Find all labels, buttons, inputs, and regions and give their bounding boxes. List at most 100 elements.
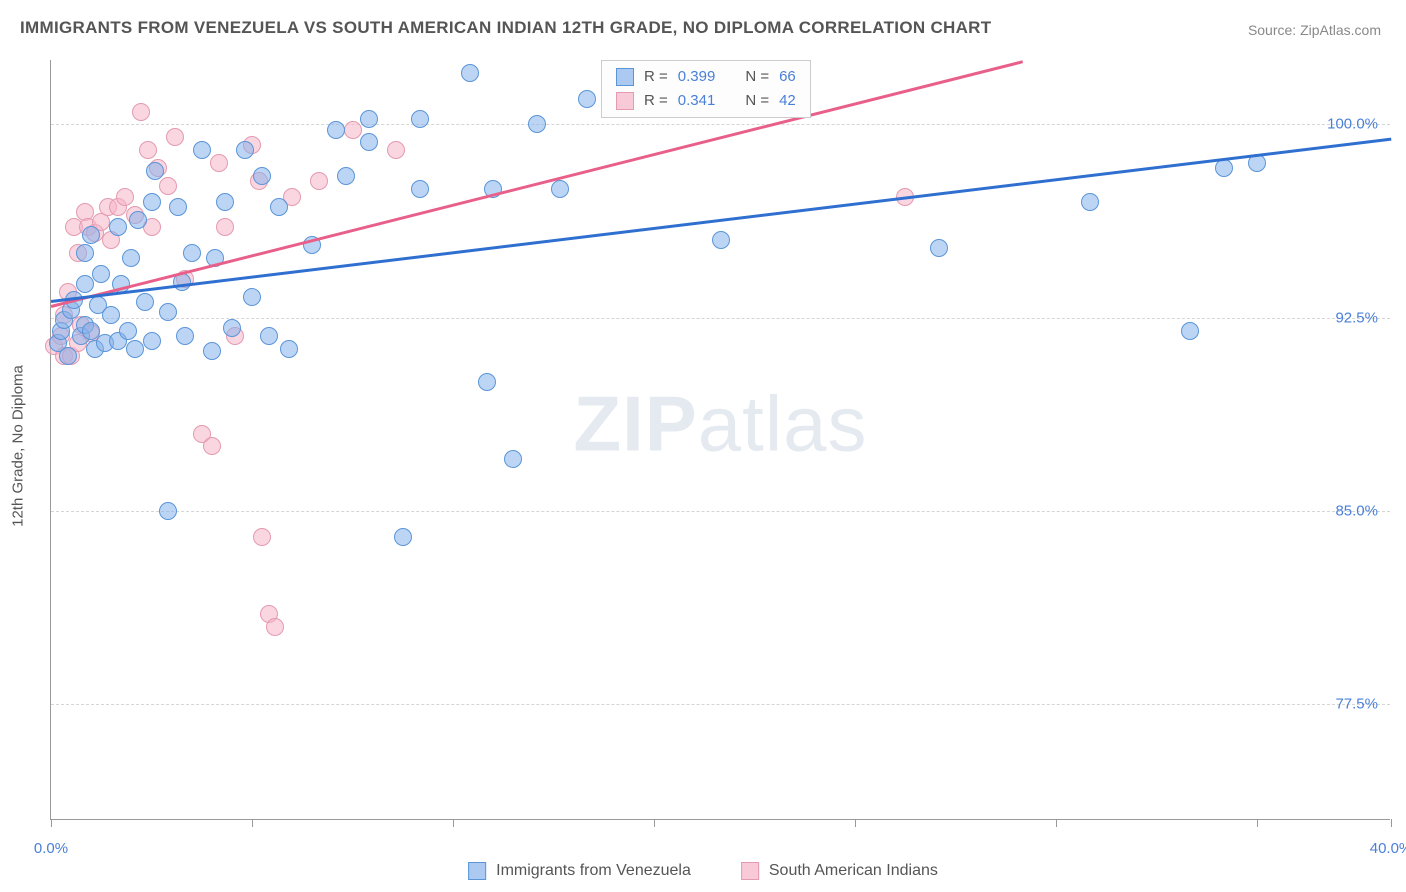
data-point — [253, 167, 271, 185]
x-tick-label-left: 0.0% — [34, 840, 68, 857]
legend-swatch-1 — [468, 862, 486, 880]
watermark: ZIPatlas — [573, 379, 867, 470]
series-legend: Immigrants from Venezuela South American… — [468, 862, 938, 880]
y-tick-label: 85.0% — [1335, 502, 1378, 519]
data-point — [461, 64, 479, 82]
watermark-bold: ZIP — [573, 380, 697, 468]
y-tick-label: 92.5% — [1335, 309, 1378, 326]
data-point — [1181, 322, 1199, 340]
data-point — [146, 162, 164, 180]
data-point — [122, 249, 140, 267]
data-point — [109, 218, 127, 236]
data-point — [183, 244, 201, 262]
gridline — [51, 124, 1390, 125]
legend-item-series2: South American Indians — [741, 862, 938, 880]
x-tick — [1391, 819, 1392, 827]
data-point — [203, 342, 221, 360]
chart-title: IMMIGRANTS FROM VENEZUELA VS SOUTH AMERI… — [20, 18, 991, 38]
gridline — [51, 511, 1390, 512]
data-point — [59, 347, 77, 365]
x-tick — [1257, 819, 1258, 827]
x-tick-label-right: 40.0% — [1370, 840, 1406, 857]
y-tick-label: 77.5% — [1335, 696, 1378, 713]
trend-line — [51, 137, 1391, 302]
data-point — [930, 239, 948, 257]
data-point — [551, 180, 569, 198]
data-point — [76, 275, 94, 293]
data-point — [216, 218, 234, 236]
r-label-1: R = — [644, 65, 668, 89]
data-point — [143, 193, 161, 211]
x-tick — [1056, 819, 1057, 827]
data-point — [478, 373, 496, 391]
data-point — [159, 303, 177, 321]
data-point — [126, 340, 144, 358]
data-point — [193, 141, 211, 159]
data-point — [310, 172, 328, 190]
data-point — [712, 231, 730, 249]
legend-row-series1: R = 0.399 N = 66 — [616, 65, 796, 89]
legend-item-series1: Immigrants from Venezuela — [468, 862, 691, 880]
data-point — [143, 332, 161, 350]
data-point — [253, 528, 271, 546]
n-label-1: N = — [745, 65, 769, 89]
watermark-rest: atlas — [698, 380, 868, 468]
data-point — [210, 154, 228, 172]
data-point — [102, 306, 120, 324]
y-tick-label: 100.0% — [1327, 116, 1378, 133]
data-point — [82, 226, 100, 244]
data-point — [129, 211, 147, 229]
r-label-2: R = — [644, 89, 668, 113]
legend-swatch-2 — [741, 862, 759, 880]
data-point — [360, 133, 378, 151]
data-point — [159, 502, 177, 520]
data-point — [76, 244, 94, 262]
data-point — [136, 293, 154, 311]
r-value-2: 0.341 — [678, 89, 716, 113]
gridline — [51, 318, 1390, 319]
data-point — [578, 90, 596, 108]
data-point — [116, 188, 134, 206]
swatch-series1 — [616, 68, 634, 86]
data-point — [270, 198, 288, 216]
data-point — [132, 103, 150, 121]
data-point — [159, 177, 177, 195]
data-point — [176, 327, 194, 345]
data-point — [243, 288, 261, 306]
chart-area: ZIPatlas R = 0.399 N = 66 R = 0.341 N = … — [50, 60, 1390, 820]
data-point — [528, 115, 546, 133]
x-tick — [252, 819, 253, 827]
data-point — [260, 327, 278, 345]
correlation-legend: R = 0.399 N = 66 R = 0.341 N = 42 — [601, 60, 811, 118]
data-point — [280, 340, 298, 358]
data-point — [504, 450, 522, 468]
r-value-1: 0.399 — [678, 65, 716, 89]
data-point — [337, 167, 355, 185]
data-point — [411, 180, 429, 198]
data-point — [327, 121, 345, 139]
y-axis-label: 12th Grade, No Diploma — [10, 365, 27, 527]
data-point — [139, 141, 157, 159]
data-point — [236, 141, 254, 159]
data-point — [394, 528, 412, 546]
gridline — [51, 704, 1390, 705]
data-point — [223, 319, 241, 337]
data-point — [344, 121, 362, 139]
data-point — [266, 618, 284, 636]
swatch-series2 — [616, 92, 634, 110]
x-tick — [51, 819, 52, 827]
data-point — [387, 141, 405, 159]
data-point — [1081, 193, 1099, 211]
data-point — [411, 110, 429, 128]
n-value-2: 42 — [779, 89, 796, 113]
legend-label-1: Immigrants from Venezuela — [496, 862, 691, 880]
x-tick — [855, 819, 856, 827]
legend-label-2: South American Indians — [769, 862, 938, 880]
n-label-2: N = — [745, 89, 769, 113]
x-tick — [654, 819, 655, 827]
trend-line — [51, 60, 1023, 307]
data-point — [169, 198, 187, 216]
data-point — [216, 193, 234, 211]
data-point — [119, 322, 137, 340]
n-value-1: 66 — [779, 65, 796, 89]
